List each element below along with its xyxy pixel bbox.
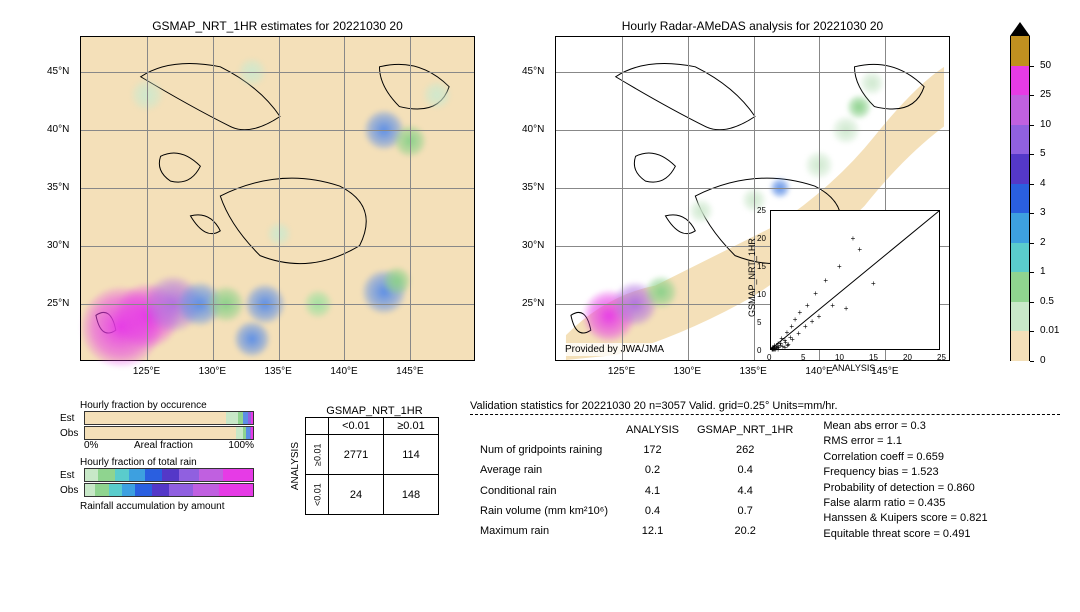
occ-est-bar: [84, 411, 254, 425]
tot-obs-bar: [84, 483, 254, 497]
contingency-panel: GSMAP_NRT_1HR ANALYSIS <0.01≥0.01≥0.0127…: [290, 405, 439, 515]
stats-table: ANALYSISGSMAP_NRT_1HRNum of gridpoints r…: [470, 419, 803, 542]
stats-header: Validation statistics for 20221030 20 n=…: [470, 400, 1060, 415]
occ-obs-label: Obs: [60, 428, 80, 439]
tot-est-bar: [84, 468, 254, 482]
cont-row-title: ANALYSIS: [290, 442, 301, 490]
occ-obs-bar: [84, 426, 254, 440]
occurrence-title: Hourly fraction by occurence: [80, 400, 260, 411]
totalrain-title: Hourly fraction of total rain: [80, 457, 260, 468]
tot-obs-label: Obs: [60, 485, 80, 496]
map-left-title: GSMAP_NRT_1HR estimates for 20221030 20: [81, 19, 474, 33]
occ-est-label: Est: [60, 413, 80, 424]
stats-metrics: Mean abs error = 0.3RMS error = 1.1Corre…: [823, 419, 987, 542]
cont-col-title: GSMAP_NRT_1HR: [310, 405, 439, 417]
map-left: GSMAP_NRT_1HR estimates for 20221030 20 …: [80, 36, 475, 361]
occ-axis-left: 0%: [84, 440, 98, 451]
occ-axis-right: 100%: [228, 440, 254, 451]
occ-axis-mid: Areal fraction: [134, 440, 193, 451]
stats-panel: Validation statistics for 20221030 20 n=…: [470, 400, 1060, 542]
colorbar: 00.010.512345102550: [1010, 36, 1030, 361]
figure-root: GSMAP_NRT_1HR estimates for 20221030 20 …: [0, 0, 1080, 612]
occ-axis: 0% Areal fraction 100%: [84, 440, 254, 451]
accum-label: Rainfall accumulation by amount: [80, 501, 260, 512]
map-right-title: Hourly Radar-AMeDAS analysis for 2022103…: [556, 19, 949, 33]
bars-panel: Hourly fraction by occurence Est Obs 0% …: [60, 400, 260, 512]
tot-est-label: Est: [60, 470, 80, 481]
contingency-table: <0.01≥0.01≥0.012771114<0.0124148: [305, 417, 439, 515]
provided-label: Provided by JWA/JMA: [562, 343, 667, 356]
scatter-inset: ++++++++++++++++++++++++++++++++++++++++…: [770, 210, 940, 350]
